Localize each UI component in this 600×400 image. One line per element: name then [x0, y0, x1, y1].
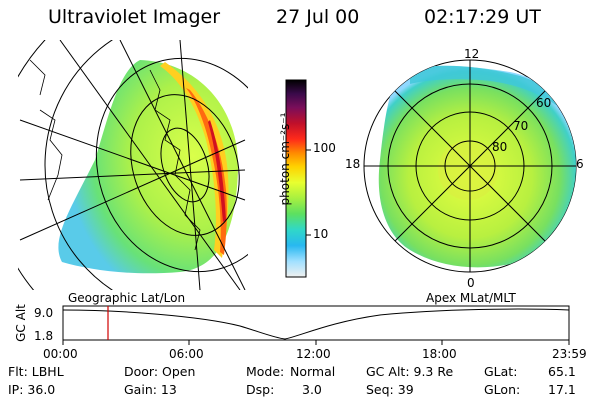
gc-alt-info: GC Alt: 9.3 Re	[366, 364, 454, 379]
time-tick-0000: 00:00	[43, 347, 78, 361]
date-label: 27 Jul 00	[276, 6, 360, 28]
seq-info: Seq: 39	[366, 382, 414, 397]
color-scale-bar	[285, 79, 311, 278]
time-tick-1200: 12:00	[296, 347, 331, 361]
glat-label: GLat:	[484, 364, 518, 379]
time-tick-0600: 06:00	[169, 347, 204, 361]
colorbar-tick-10: 10	[313, 227, 329, 241]
apex-panel-label: Apex MLat/MLT	[426, 291, 516, 305]
ip-info: IP: 36.0	[8, 382, 56, 397]
app-title: Ultraviolet Imager	[48, 6, 221, 28]
time-tick-1800: 18:00	[422, 347, 457, 361]
geographic-panel-label: Geographic Lat/Lon	[68, 291, 186, 305]
dsp-label: Dsp:	[246, 382, 275, 397]
geographic-map	[18, 40, 248, 290]
colorbar-unit-label: photon cm⁻²s⁻¹	[278, 112, 292, 206]
mlt-label-0: 0	[467, 276, 475, 290]
mlt-label-6: 6	[576, 157, 584, 171]
gain-info: Gain: 13	[124, 382, 177, 397]
time-label: 02:17:29 UT	[424, 6, 541, 28]
mlat-label-70: 70	[513, 119, 529, 133]
time-tick-2359: 23:59	[552, 347, 587, 361]
door-info: Door: Open	[124, 364, 196, 379]
timeline-ymin: 1.8	[34, 329, 54, 343]
filter-info: Flt: LBHL	[8, 364, 64, 379]
altitude-timeline	[62, 305, 570, 345]
timeline-ylabel: GC Alt	[14, 304, 28, 342]
dsp-value: 3.0	[302, 382, 322, 397]
mlt-label-12: 12	[464, 47, 480, 61]
mode-label: Mode:	[246, 364, 285, 379]
glat-value: 65.1	[548, 364, 576, 379]
colorbar-tick-100: 100	[313, 141, 336, 155]
polar-map	[363, 59, 577, 273]
mlat-label-60: 60	[536, 96, 552, 110]
glon-label: GLon:	[484, 382, 521, 397]
glon-value: 17.1	[548, 382, 576, 397]
mode-value: Normal	[290, 364, 336, 379]
mlt-label-18: 18	[345, 157, 361, 171]
mlat-label-80: 80	[492, 140, 508, 154]
timeline-ymax: 9.0	[34, 306, 54, 320]
